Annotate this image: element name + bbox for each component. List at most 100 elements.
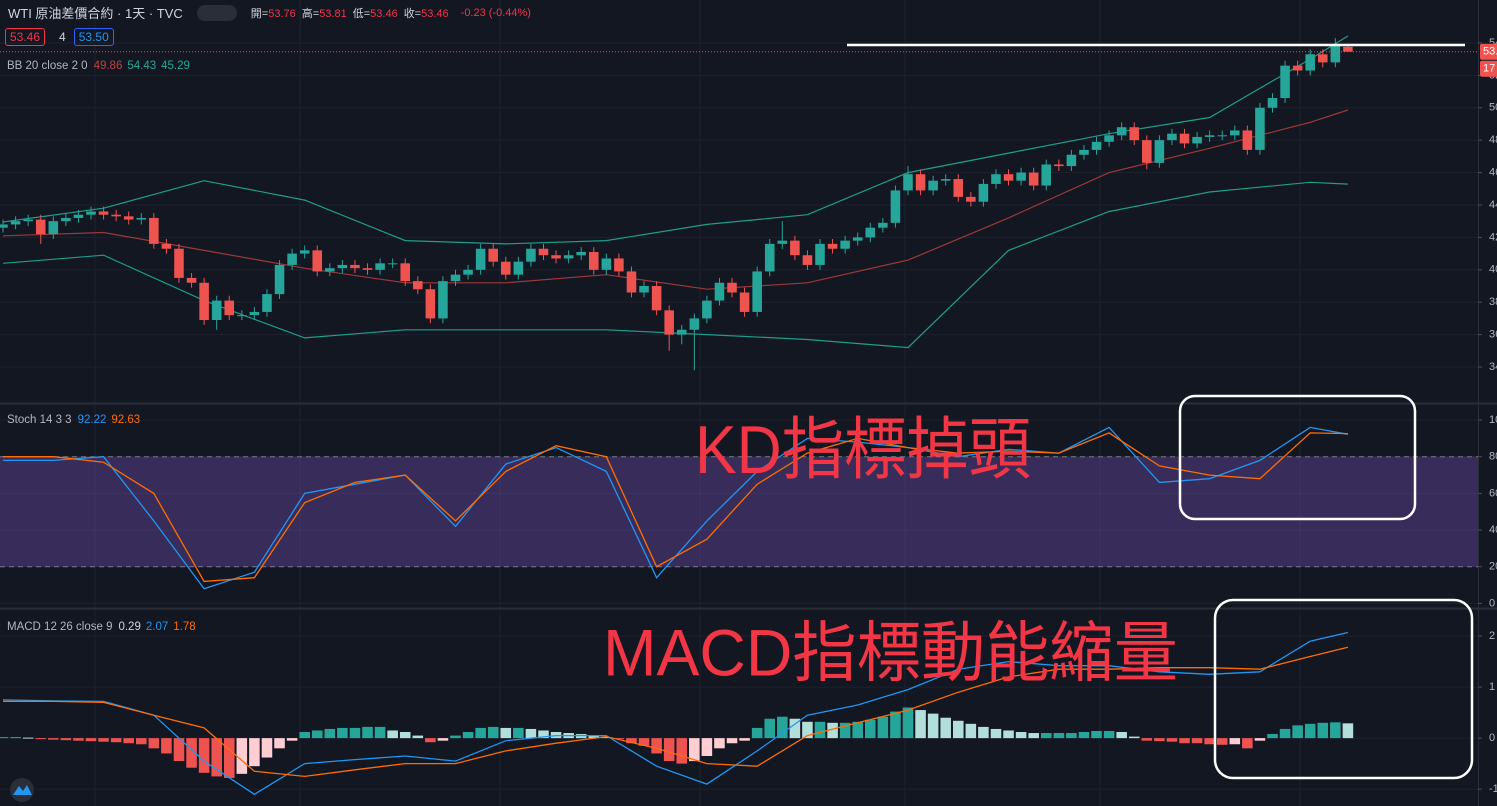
status-pill[interactable]	[196, 4, 237, 21]
legend-value: 49.86	[93, 60, 123, 72]
candle-body	[161, 243, 172, 249]
candle-body	[1343, 46, 1353, 52]
candle-body	[400, 263, 411, 282]
candle-body	[1079, 149, 1089, 155]
annotation: MACD指標動能縮量	[603, 615, 1178, 689]
histogram-bar	[626, 738, 637, 744]
histogram-bar	[1015, 732, 1027, 739]
candle-body	[111, 214, 121, 217]
candle-body	[73, 214, 84, 218]
candle-body	[601, 258, 612, 270]
legend-value: 1.78	[173, 621, 196, 633]
histogram-bar	[1254, 738, 1266, 741]
candle-body	[626, 271, 637, 293]
candle-body	[689, 318, 700, 330]
candle-body	[287, 253, 297, 265]
histogram-bar	[261, 738, 273, 758]
symbol-title[interactable]: WTI 原油差價合約 · 1天 · TVC	[8, 6, 183, 21]
histogram-bar	[35, 738, 47, 740]
y-tick-label: 20	[1489, 561, 1497, 573]
candle-body	[827, 243, 838, 249]
histogram-bar	[274, 738, 285, 749]
highlight-box	[1213, 598, 1474, 780]
candle-body	[0, 224, 8, 228]
candle-body	[865, 227, 876, 238]
candle-body	[1292, 65, 1303, 71]
candle-body	[614, 258, 624, 272]
histogram-bar	[726, 738, 738, 744]
histogram-bar	[211, 738, 222, 777]
indicator-legend: MACD 12 26 close 9 0.29 2.07 1.78	[7, 621, 201, 633]
y-tick-label: -1	[1489, 783, 1497, 795]
ohlc-label: 低=	[352, 7, 371, 20]
histogram-bar	[1229, 738, 1241, 745]
y-tick-label: 42	[1489, 231, 1497, 243]
legend-value: 45.29	[161, 60, 190, 72]
y-tick-label: 80	[1489, 451, 1497, 463]
candle-body	[413, 281, 423, 290]
highlight-box	[1178, 394, 1417, 521]
candle-body	[1167, 133, 1177, 141]
candle-body	[777, 240, 788, 244]
histogram-bar	[1066, 733, 1077, 739]
candle-body	[86, 211, 96, 215]
indicator-legend: BB 20 close 2 0 49.86 54.43 45.29	[7, 60, 195, 72]
candle-body	[199, 282, 209, 321]
y-tick-label: 40	[1489, 264, 1497, 276]
histogram-bar	[1003, 730, 1014, 739]
ohlc-value: 53.81	[319, 7, 347, 20]
histogram-bar	[0, 737, 9, 739]
candle-body	[1028, 172, 1039, 186]
histogram-bar	[324, 728, 336, 739]
histogram-bar	[915, 710, 926, 739]
candle-body	[136, 217, 147, 220]
candle-body	[890, 190, 901, 223]
candle-body	[501, 261, 511, 275]
histogram-bar	[1028, 733, 1039, 739]
histogram-bar	[764, 718, 776, 739]
histogram-bar	[877, 716, 889, 739]
histogram-bar	[286, 738, 298, 741]
y-tick-label: 46	[1489, 166, 1497, 178]
histogram-bar	[1292, 725, 1303, 739]
histogram-bar	[500, 727, 512, 739]
y-tick-label: 48	[1489, 134, 1497, 146]
candle-body	[978, 183, 989, 202]
candle-body	[928, 180, 938, 191]
histogram-bar	[1242, 738, 1253, 749]
histogram-bar	[978, 726, 989, 739]
histogram-bar	[60, 738, 72, 741]
histogram-bar	[965, 723, 977, 739]
buy-button[interactable]: 53.50	[73, 28, 114, 46]
candle-body	[299, 250, 310, 254]
histogram-bar	[1204, 738, 1215, 745]
candle-body	[186, 277, 197, 283]
indicator-line	[3, 646, 1349, 778]
sell-button[interactable]: 53.46	[5, 28, 46, 46]
candle-body	[802, 255, 813, 265]
candle-body	[1267, 98, 1278, 108]
indicator-line	[3, 432, 1348, 583]
candle-body	[438, 281, 448, 319]
candle-body	[375, 263, 385, 270]
header-row: WTI 原油差價合約 · 1天 · TVC 開=53.76 高=53.81 低=53…	[8, 3, 537, 22]
indicator-legend: Stoch 14 3 3 92.22 92.63	[7, 414, 145, 426]
price-tag	[1480, 43, 1497, 60]
y-tick-label: 54	[1489, 37, 1497, 49]
candle-body	[588, 251, 599, 270]
histogram-bar	[73, 738, 84, 741]
indicator-line	[2, 109, 1349, 290]
candle-body	[576, 251, 586, 256]
histogram-bar	[538, 730, 549, 739]
candle-body	[262, 294, 272, 312]
histogram-bar	[814, 721, 826, 739]
indicator-line	[2, 35, 1349, 245]
histogram-bar	[311, 730, 323, 739]
histogram-bar	[777, 716, 788, 739]
histogram-bar	[412, 735, 424, 739]
candle-body	[488, 248, 498, 262]
candle-body	[387, 263, 398, 265]
histogram-bar	[161, 738, 172, 754]
candle-body	[727, 282, 737, 293]
